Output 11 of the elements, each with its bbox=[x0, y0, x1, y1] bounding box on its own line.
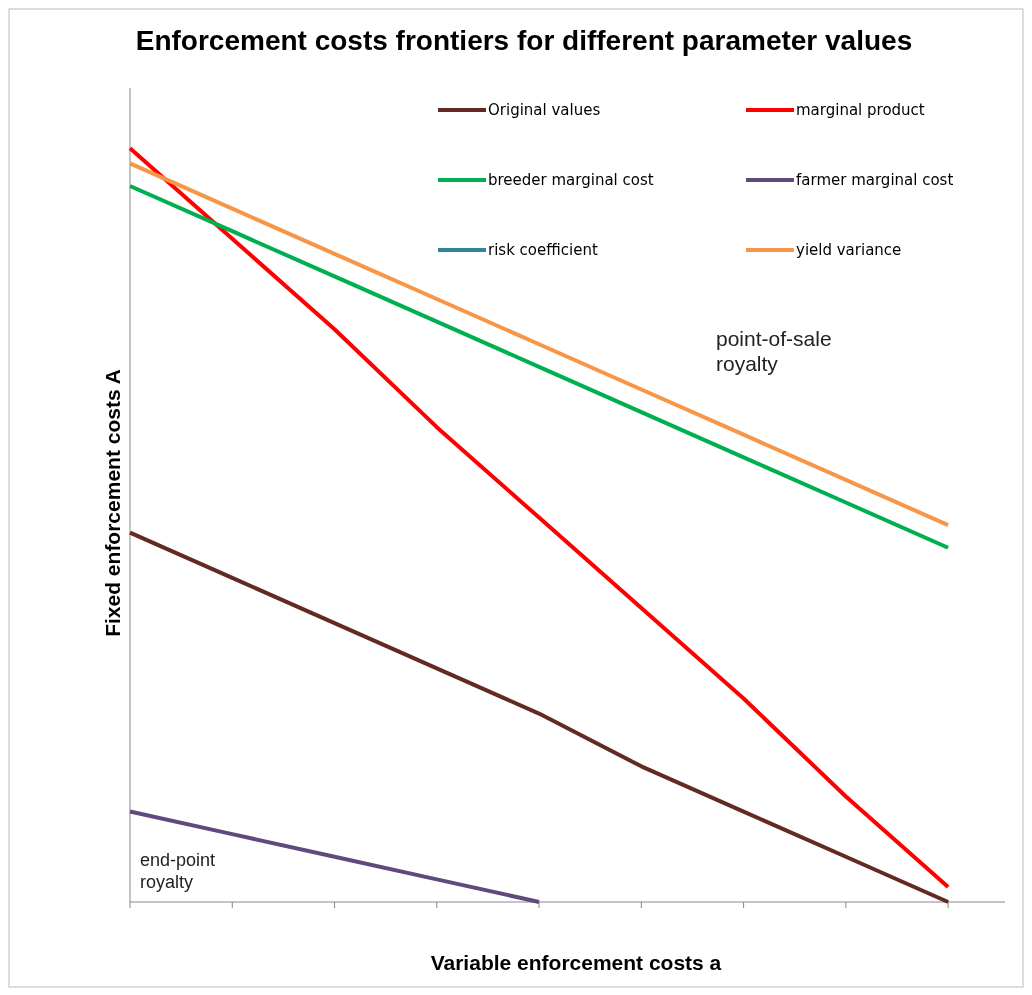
legend-label: yield variance bbox=[796, 240, 902, 259]
legend-label: breeder marginal cost bbox=[488, 170, 654, 189]
legend-label: marginal product bbox=[796, 100, 925, 119]
chart-title: Enforcement costs frontiers for different parameter values bbox=[135, 25, 913, 56]
x-axis-title: Variable enforcement costs a bbox=[430, 951, 722, 974]
y-axis-title: Fixed enforcement costs A bbox=[101, 369, 124, 637]
annotation: point-of-sale royalty bbox=[716, 327, 832, 376]
annotation: end-point royalty bbox=[140, 850, 216, 892]
legend-label: risk coefficient bbox=[488, 240, 598, 259]
legend-label: farmer marginal cost bbox=[796, 170, 954, 189]
legend-label: Original values bbox=[488, 100, 601, 119]
